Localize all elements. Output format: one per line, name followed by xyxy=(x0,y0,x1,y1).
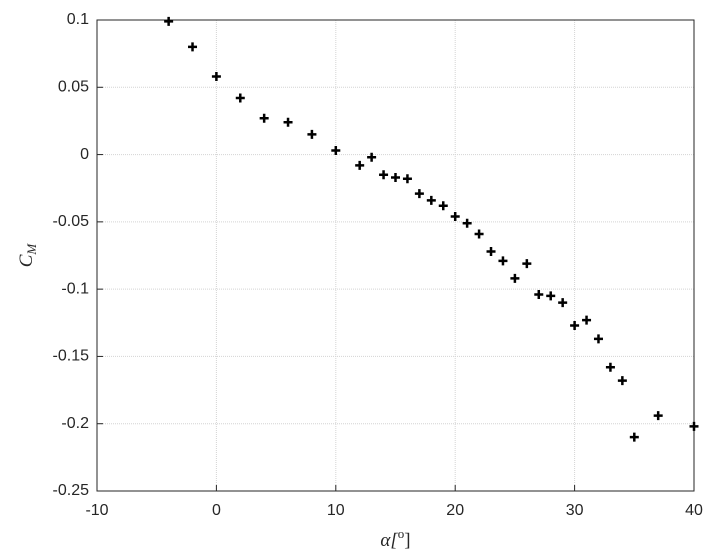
marker xyxy=(534,290,544,300)
y-tick-label: 0 xyxy=(80,146,89,163)
marker xyxy=(605,362,615,372)
marker xyxy=(450,211,460,221)
marker xyxy=(283,117,293,127)
marker xyxy=(498,256,508,266)
marker xyxy=(331,146,341,156)
y-tick-label: -0.2 xyxy=(61,415,89,432)
marker xyxy=(414,189,424,199)
y-label-main: C xyxy=(16,254,37,267)
marker xyxy=(355,160,365,170)
x-axis-label: α[o] xyxy=(380,526,410,551)
marker xyxy=(617,376,627,386)
marker xyxy=(546,291,556,301)
marker xyxy=(474,229,484,239)
x-tick-label: 30 xyxy=(566,502,584,519)
marker xyxy=(307,129,317,139)
marker xyxy=(235,93,245,103)
x-label-end: ] xyxy=(404,530,410,551)
x-tick-label: 0 xyxy=(212,502,221,519)
marker xyxy=(379,170,389,180)
marker xyxy=(629,432,639,442)
marker xyxy=(522,259,532,269)
x-label-main: α[ xyxy=(380,530,399,551)
marker xyxy=(486,246,496,256)
y-tick-label: -0.25 xyxy=(53,482,90,499)
x-tick-label: 40 xyxy=(685,502,703,519)
y-tick-label: -0.1 xyxy=(61,280,89,297)
marker xyxy=(188,42,198,52)
y-label-sub: M xyxy=(24,243,39,256)
y-axis-label: CM xyxy=(16,243,39,268)
marker xyxy=(426,195,436,205)
marker xyxy=(510,273,520,283)
marker xyxy=(211,72,221,82)
marker xyxy=(462,218,472,228)
x-tick-label: 20 xyxy=(446,502,464,519)
y-tick-label: 0.1 xyxy=(67,11,89,28)
marker xyxy=(367,152,377,162)
marker xyxy=(402,174,412,184)
marker xyxy=(164,16,174,26)
marker xyxy=(570,320,580,330)
y-tick-label: -0.05 xyxy=(53,213,90,230)
marker xyxy=(582,315,592,325)
y-tick-label: 0.05 xyxy=(58,79,89,96)
marker xyxy=(391,172,400,182)
y-tick-label: -0.15 xyxy=(53,348,90,365)
x-tick-label: 10 xyxy=(327,502,345,519)
plot-frame xyxy=(96,19,695,492)
marker xyxy=(558,298,568,308)
marker xyxy=(438,201,448,211)
marker xyxy=(689,421,699,431)
marker xyxy=(259,113,269,123)
marker xyxy=(653,411,663,421)
marker xyxy=(593,334,603,344)
x-tick-label: -10 xyxy=(85,502,108,519)
x-label-sup: o xyxy=(398,526,405,541)
